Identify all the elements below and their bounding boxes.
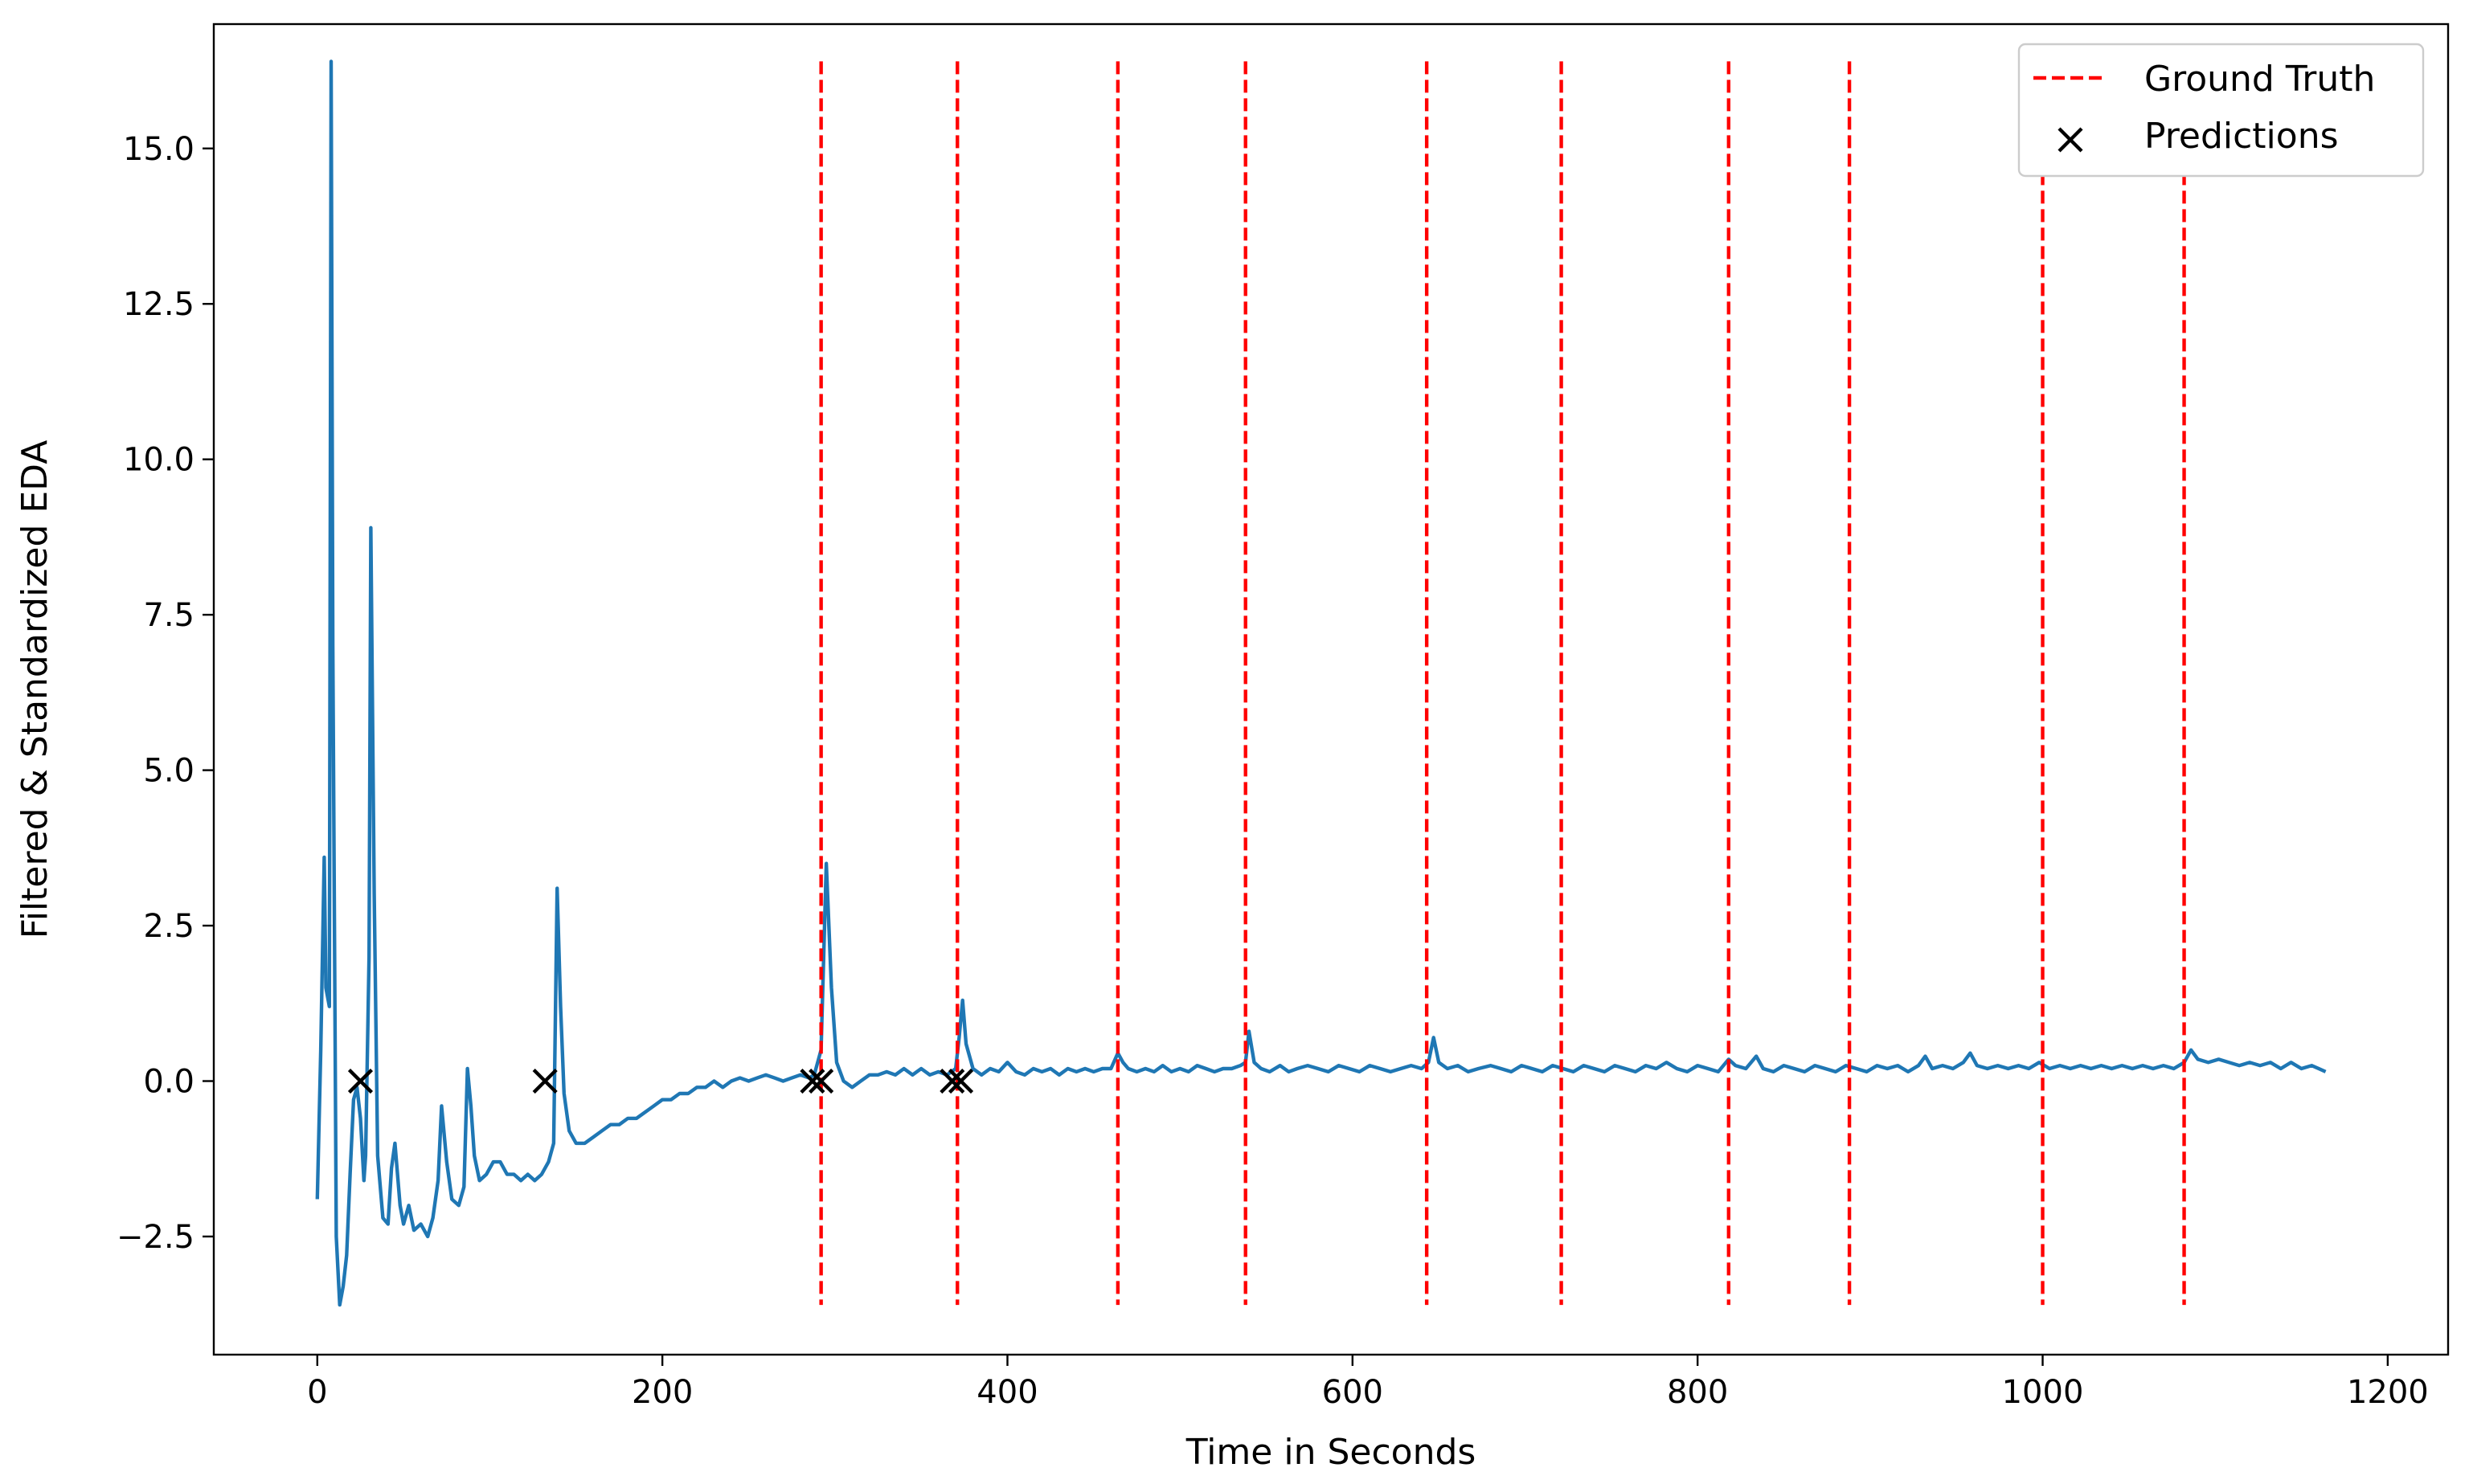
y-tick-label: 15.0 [123,131,194,168]
prediction-marker [940,1068,965,1094]
legend-predictions-label: Predictions [2144,116,2339,157]
y-axis: −2.5 0.0 2.5 5.0 7.5 10.0 12.5 15.0 [117,131,214,1256]
y-axis-label: Filtered & Standardized EDA [14,440,55,939]
y-tick-label: −2.5 [117,1219,194,1256]
y-tick-label: 0.0 [143,1064,194,1101]
legend-predictions-marker [2058,127,2083,153]
prediction-marker [800,1068,825,1094]
x-tick-label: 600 [1322,1374,1383,1411]
prediction-marker [948,1068,974,1094]
plot-marks [315,59,2327,1307]
x-tick-label: 200 [632,1374,693,1411]
x-tick-label: 1200 [2347,1374,2429,1411]
x-tick-label: 400 [977,1374,1038,1411]
y-tick-label: 10.0 [123,442,194,479]
y-tick-label: 5.0 [143,753,194,790]
prediction-marker [347,1068,374,1094]
x-tick-label: 1000 [2002,1374,2084,1411]
x-tick-label: 800 [1667,1374,1728,1411]
x-axis-label: Time in Seconds [1185,1432,1476,1473]
y-tick-label: 2.5 [143,908,194,945]
plot-frame [212,22,2450,1356]
eda-series-line [315,59,2327,1307]
x-axis: 0 200 400 600 800 1000 1200 [307,1355,2429,1411]
x-tick-label: 0 [307,1374,327,1411]
legend: Ground Truth Predictions [2017,43,2425,178]
prediction-marker [532,1068,558,1094]
legend-ground-truth-label: Ground Truth [2144,59,2375,100]
legend-box [2017,43,2425,178]
y-tick-label: 12.5 [123,286,194,323]
y-tick-label: 7.5 [143,597,194,634]
prediction-marker [809,1068,834,1094]
